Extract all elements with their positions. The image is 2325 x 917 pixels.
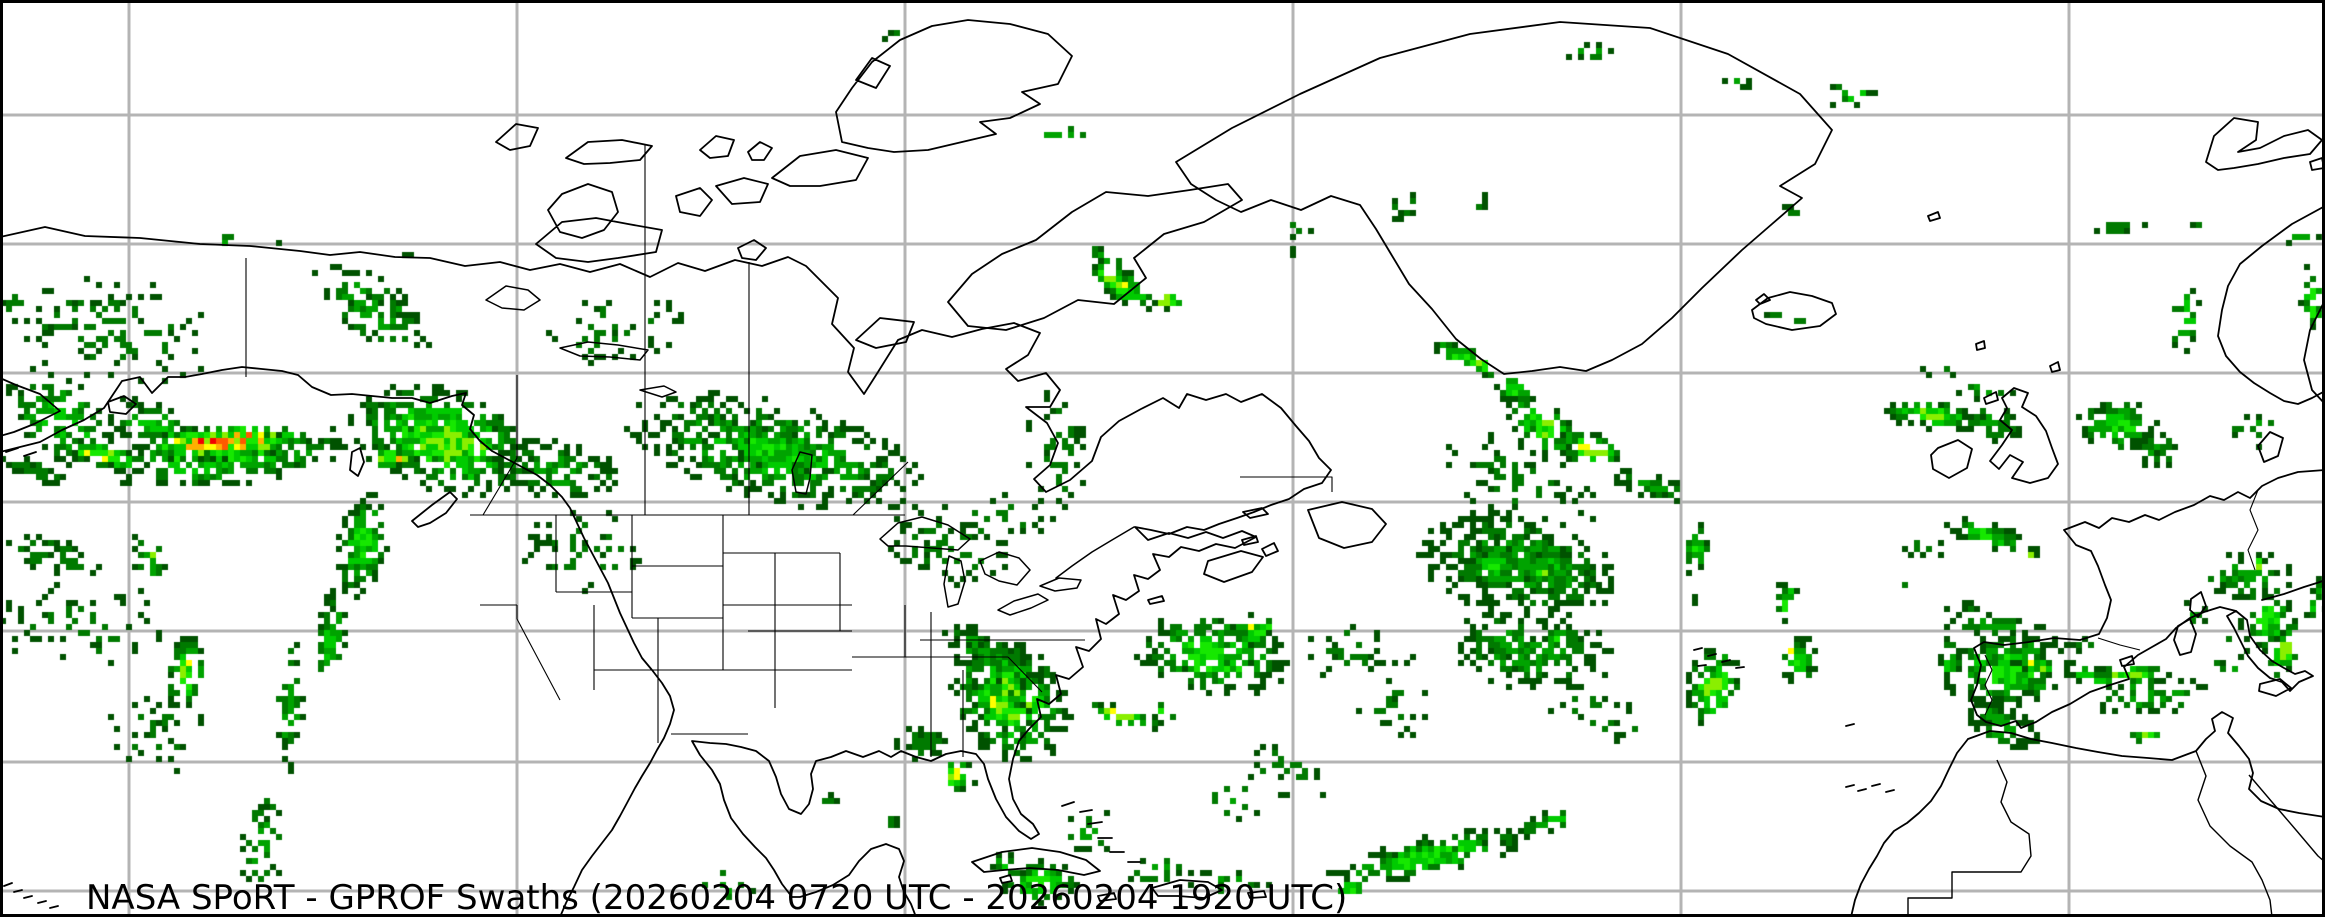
- coastline-arctic-islands: [496, 20, 1242, 348]
- coastline-svalbard: [2206, 118, 2324, 170]
- europe-country-borders: [1985, 490, 2258, 715]
- coastline-greenland: [1176, 22, 1832, 374]
- coastline-north-america: [0, 227, 1331, 917]
- lakes: [486, 286, 1134, 615]
- map-caption: NASA SPoRT - GPROF Swaths (20260204 0720…: [86, 878, 1348, 917]
- political-borders: [246, 145, 2325, 917]
- coastline-europe: [1971, 206, 2325, 728]
- coastline-iceland: [1752, 292, 1836, 330]
- coastline-italy: [2120, 592, 2313, 696]
- coastline-north-africa: [1851, 712, 2325, 917]
- canada-province-borders: [246, 145, 1332, 515]
- us-state-borders: [470, 515, 1085, 757]
- coastline-uk-ireland: [1928, 212, 2060, 483]
- africa-country-borders: [1908, 751, 2325, 917]
- coastline-islands-small: [4, 396, 1894, 908]
- coastlines: [0, 20, 2325, 917]
